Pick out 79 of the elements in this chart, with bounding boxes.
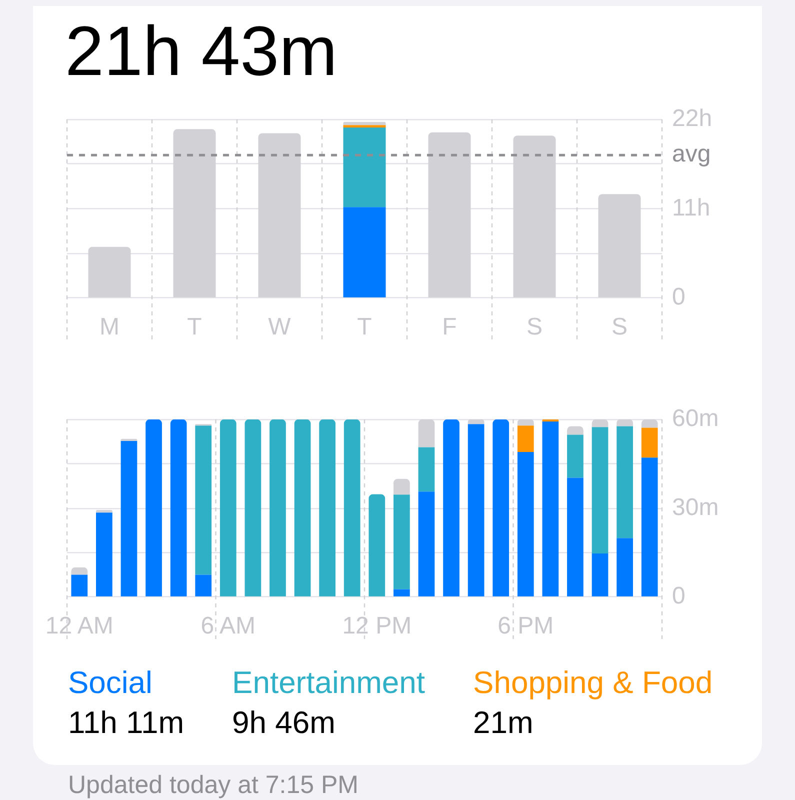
bar (71, 567, 88, 575)
bar (641, 419, 658, 428)
y-tick-label: 0 (672, 284, 686, 311)
bar (195, 426, 212, 575)
bar (567, 426, 584, 435)
x-tick-label: W (268, 314, 292, 341)
bar (418, 492, 435, 596)
bar (244, 419, 262, 596)
y-tick-label: 0 (672, 582, 686, 610)
bar (517, 452, 534, 596)
x-tick-label: 6 AM (200, 612, 256, 640)
x-tick-label: T (357, 314, 372, 341)
bar (170, 419, 187, 596)
y-tick-label: 11h (672, 194, 710, 222)
bar (598, 194, 641, 298)
bar (368, 494, 386, 596)
bar (616, 426, 633, 538)
ref-line-label: avg (672, 140, 711, 168)
bar (146, 419, 162, 596)
bar (428, 132, 471, 298)
bar (294, 419, 311, 596)
bar (418, 447, 435, 492)
bar (120, 438, 138, 442)
bar (443, 419, 460, 596)
bar (343, 125, 386, 128)
bar (343, 128, 386, 208)
bar (567, 478, 584, 596)
bar (270, 419, 286, 596)
x-tick-label: 12 AM (45, 612, 114, 640)
bar (468, 424, 484, 596)
x-tick-label: S (526, 314, 543, 341)
bar (394, 589, 410, 596)
chart-title: 21h 43m (65, 12, 338, 90)
bar (394, 478, 410, 495)
bar (319, 419, 336, 596)
x-tick-label: 12 PM (342, 612, 412, 640)
bar (513, 136, 556, 298)
bar (517, 419, 534, 426)
x-tick-label: M (100, 314, 120, 341)
bar (641, 428, 658, 458)
bar (343, 207, 386, 298)
text: 11h 11m (68, 705, 184, 740)
bar (616, 419, 633, 426)
bar (96, 512, 112, 596)
bar (220, 419, 236, 596)
bar (258, 133, 301, 298)
bar (120, 441, 138, 596)
bar (517, 426, 534, 452)
bar (592, 427, 608, 554)
y-tick-label: 22h (672, 105, 712, 132)
bar (343, 122, 386, 126)
text: 9h 46m (232, 705, 336, 740)
x-tick-label: F (442, 314, 457, 341)
x-tick-label: T (187, 314, 202, 341)
bar (344, 419, 360, 596)
bar (173, 129, 216, 298)
bar (88, 246, 131, 298)
text: Shopping & Food (473, 665, 713, 700)
bar (71, 574, 88, 596)
y-tick-label: 60m (672, 405, 719, 432)
bar (616, 538, 633, 596)
bar (592, 553, 608, 596)
text: 21m (473, 705, 534, 740)
bar (542, 421, 559, 596)
x-tick-label: 6 PM (498, 612, 554, 640)
bar (468, 419, 484, 424)
bar (641, 458, 658, 596)
bar (592, 419, 608, 428)
bar (567, 434, 584, 478)
text: Updated today at 7:15 PM (68, 771, 358, 799)
bar (394, 494, 410, 590)
bar (96, 510, 112, 513)
y-tick-label: 30m (672, 494, 719, 521)
x-tick-label: S (611, 314, 628, 341)
text: Entertainment (232, 665, 426, 700)
text: Social (68, 665, 152, 700)
bar (418, 419, 435, 448)
bar (195, 574, 212, 596)
bar (492, 419, 510, 596)
